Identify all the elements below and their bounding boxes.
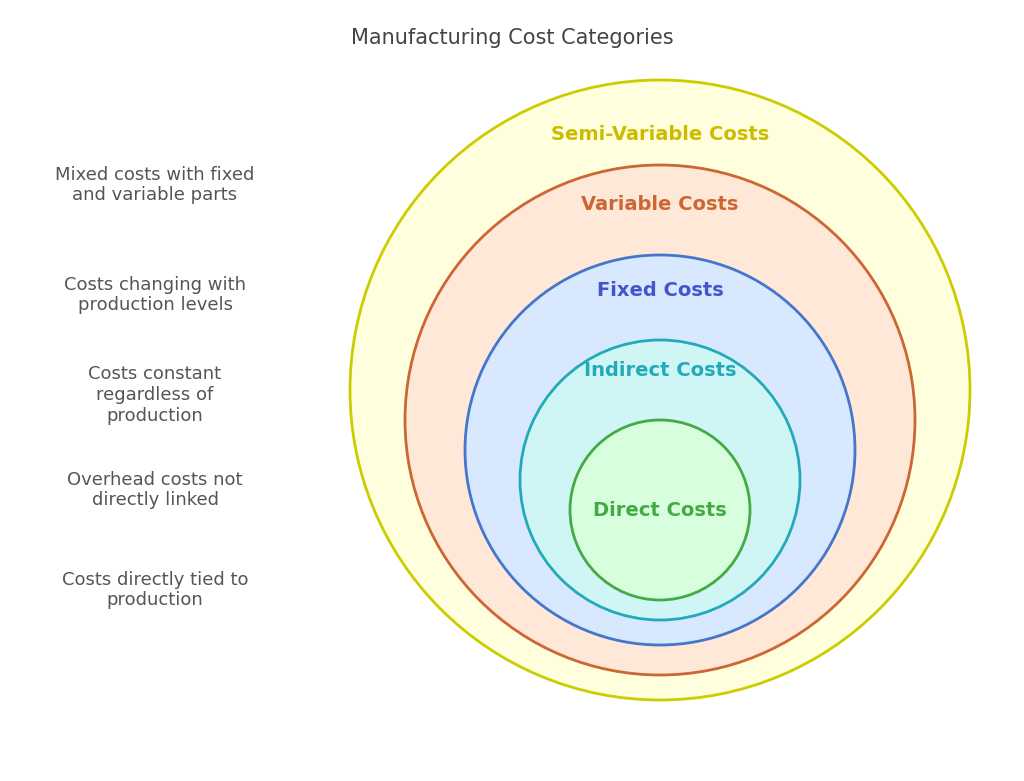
- Circle shape: [520, 340, 800, 620]
- Text: Indirect Costs: Indirect Costs: [584, 361, 736, 380]
- Text: Costs directly tied to
production: Costs directly tied to production: [61, 571, 248, 609]
- Circle shape: [465, 255, 855, 645]
- Text: Variable Costs: Variable Costs: [582, 195, 738, 215]
- Text: Mixed costs with fixed
and variable parts: Mixed costs with fixed and variable part…: [55, 166, 255, 205]
- Text: Semi-Variable Costs: Semi-Variable Costs: [551, 126, 769, 144]
- Circle shape: [350, 80, 970, 700]
- Text: Direct Costs: Direct Costs: [593, 501, 727, 519]
- Text: Fixed Costs: Fixed Costs: [597, 280, 723, 299]
- Circle shape: [406, 165, 915, 675]
- Text: Manufacturing Cost Categories: Manufacturing Cost Categories: [350, 28, 674, 48]
- Circle shape: [570, 420, 750, 600]
- Text: Costs constant
regardless of
production: Costs constant regardless of production: [88, 366, 221, 425]
- Text: Costs changing with
production levels: Costs changing with production levels: [63, 276, 246, 315]
- Text: Overhead costs not
directly linked: Overhead costs not directly linked: [68, 471, 243, 509]
